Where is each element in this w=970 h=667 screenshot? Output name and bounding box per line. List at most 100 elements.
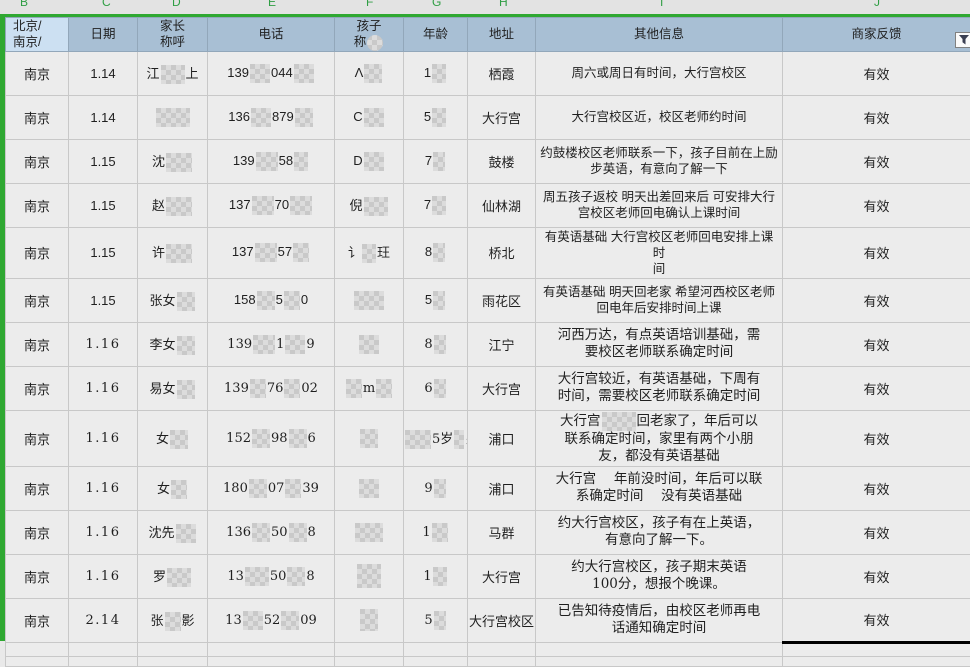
cell-info[interactable]: 有英语基础 大行宫校区老师回电安排上课时间 <box>536 227 783 278</box>
cell-empty[interactable] <box>208 642 335 656</box>
cell-age[interactable]: 5 <box>404 278 468 322</box>
header-cell-date[interactable]: 日期 <box>69 18 138 52</box>
cell-address[interactable]: 马群 <box>468 510 536 554</box>
cell-feedback[interactable]: 有效 <box>783 227 970 278</box>
cell-feedback[interactable]: 有效 <box>783 51 970 95</box>
cell-empty[interactable] <box>6 642 69 656</box>
header-cell-phone[interactable]: 电话 <box>208 18 335 52</box>
cell-parent[interactable]: 易女 <box>138 366 208 410</box>
cell-address[interactable]: 大行宫 <box>468 95 536 139</box>
cell-date[interactable]: 1.16 <box>69 410 138 466</box>
cell-feedback[interactable]: 有效 <box>783 95 970 139</box>
cell-address[interactable]: 大行宫 <box>468 366 536 410</box>
cell-feedback[interactable]: 有效 <box>783 410 970 466</box>
cell-child[interactable] <box>335 322 404 366</box>
header-cell-child[interactable]: 孩子称 <box>335 18 404 52</box>
cell-age[interactable]: 1 <box>404 554 468 598</box>
cell-empty[interactable] <box>69 656 138 666</box>
cell-date[interactable]: 1.16 <box>69 510 138 554</box>
cell-empty[interactable] <box>783 642 970 656</box>
cell-feedback[interactable]: 有效 <box>783 183 970 227</box>
cell-parent[interactable]: 张女 <box>138 278 208 322</box>
header-cell-age[interactable]: 年龄 <box>404 18 468 52</box>
cell-empty[interactable] <box>138 656 208 666</box>
cell-date[interactable]: 1.16 <box>69 322 138 366</box>
cell-address[interactable]: 大行宫校区 <box>468 598 536 642</box>
header-cell-address[interactable]: 地址 <box>468 18 536 52</box>
column-letter-I[interactable]: I <box>660 0 663 9</box>
header-cell-info[interactable]: 其他信息 <box>536 18 783 52</box>
cell-info[interactable]: 大行宫回老家了，年后可以联系确定时间，家里有两个小朋友，都没有英语基础 <box>536 410 783 466</box>
cell-age[interactable]: 5 <box>404 95 468 139</box>
cell-parent[interactable]: 罗 <box>138 554 208 598</box>
cell-address[interactable]: 大行宫 <box>468 554 536 598</box>
cell-address[interactable]: 桥北 <box>468 227 536 278</box>
cell-empty[interactable] <box>208 656 335 666</box>
cell-feedback[interactable]: 有效 <box>783 554 970 598</box>
cell-feedback[interactable]: 有效 <box>783 139 970 183</box>
column-letter-E[interactable]: E <box>268 0 276 9</box>
cell-city[interactable]: 南京 <box>6 598 69 642</box>
cell-age[interactable]: 1 <box>404 510 468 554</box>
cell-child[interactable]: m <box>335 366 404 410</box>
column-letter-G[interactable]: G <box>432 0 441 9</box>
cell-empty[interactable] <box>404 642 468 656</box>
column-letter-B[interactable]: B <box>20 0 28 9</box>
column-letter-C[interactable]: C <box>102 0 111 9</box>
cell-city[interactable]: 南京 <box>6 410 69 466</box>
cell-child[interactable] <box>335 510 404 554</box>
cell-info[interactable]: 约大行宫校区，孩子有在上英语，有意向了解一下。 <box>536 510 783 554</box>
cell-city[interactable]: 南京 <box>6 183 69 227</box>
cell-empty[interactable] <box>404 656 468 666</box>
cell-feedback[interactable]: 有效 <box>783 278 970 322</box>
cell-address[interactable]: 江宁 <box>468 322 536 366</box>
cell-parent[interactable]: 女 <box>138 410 208 466</box>
cell-feedback[interactable]: 有效 <box>783 466 970 510</box>
header-cell-parent[interactable]: 家长称呼 <box>138 18 208 52</box>
cell-parent[interactable]: 李女 <box>138 322 208 366</box>
cell-feedback[interactable]: 有效 <box>783 322 970 366</box>
cell-date[interactable]: 1.14 <box>69 95 138 139</box>
cell-city[interactable]: 南京 <box>6 366 69 410</box>
cell-date[interactable]: 1.15 <box>69 183 138 227</box>
cell-city[interactable]: 南京 <box>6 466 69 510</box>
header-cell-city[interactable]: 北京/南京/ <box>6 18 69 52</box>
cell-empty[interactable] <box>468 656 536 666</box>
cell-age[interactable]: 6 <box>404 366 468 410</box>
cell-parent[interactable]: 许 <box>138 227 208 278</box>
cell-city[interactable]: 南京 <box>6 278 69 322</box>
cell-city[interactable]: 南京 <box>6 510 69 554</box>
cell-parent[interactable]: 张影 <box>138 598 208 642</box>
cell-info[interactable]: 大行宫较近，有英语基础，下周有时间，需要校区老师联系确定时间 <box>536 366 783 410</box>
cell-city[interactable]: 南京 <box>6 554 69 598</box>
cell-age[interactable]: 8 <box>404 227 468 278</box>
cell-address[interactable]: 浦口 <box>468 410 536 466</box>
cell-date[interactable]: 1.16 <box>69 554 138 598</box>
cell-age[interactable]: 5 <box>404 598 468 642</box>
cell-child[interactable]: 讠玨 <box>335 227 404 278</box>
cell-info[interactable]: 有英语基础 明天回老家 希望河西校区老师回电年后安排时间上课 <box>536 278 783 322</box>
cell-age[interactable]: 7 <box>404 139 468 183</box>
cell-info[interactable]: 大行宫校区近，校区老师约时间 <box>536 95 783 139</box>
cell-address[interactable]: 浦口 <box>468 466 536 510</box>
cell-empty[interactable] <box>138 642 208 656</box>
cell-info[interactable]: 大行宫 年前没时间，年后可以联系确定时间 没有英语基础 <box>536 466 783 510</box>
cell-child[interactable] <box>335 410 404 466</box>
cell-parent[interactable]: 沈先 <box>138 510 208 554</box>
cell-feedback[interactable]: 有效 <box>783 366 970 410</box>
cell-age[interactable]: 8 <box>404 322 468 366</box>
cell-empty[interactable] <box>335 642 404 656</box>
cell-address[interactable]: 栖霞 <box>468 51 536 95</box>
column-letter-D[interactable]: D <box>172 0 181 9</box>
cell-child[interactable] <box>335 466 404 510</box>
cell-child[interactable]: D <box>335 139 404 183</box>
cell-city[interactable]: 南京 <box>6 139 69 183</box>
cell-date[interactable]: 2.14 <box>69 598 138 642</box>
